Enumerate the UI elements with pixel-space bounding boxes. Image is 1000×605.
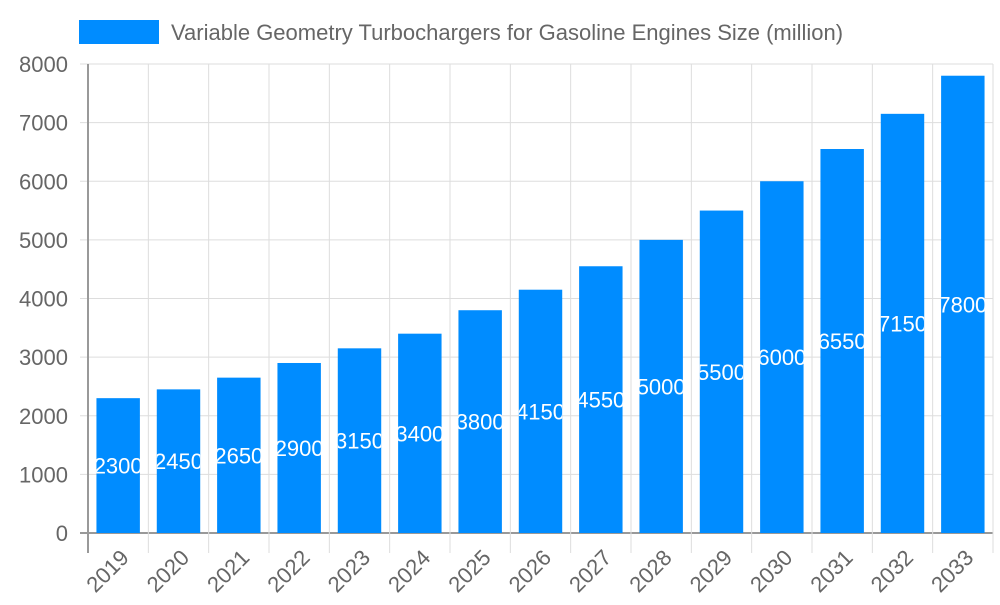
x-tick-label: 2028	[624, 545, 676, 597]
bar	[156, 389, 201, 533]
x-tick-label: 2032	[866, 545, 918, 597]
data-label: 4150	[516, 399, 565, 424]
y-tick-label: 6000	[19, 169, 68, 194]
y-tick-label: 1000	[19, 462, 68, 487]
data-label: 2900	[275, 436, 324, 461]
y-tick-label: 4000	[19, 287, 68, 312]
y-tick-label: 3000	[19, 345, 68, 370]
x-tick-label: 2019	[81, 545, 133, 597]
x-tick-label: 2022	[262, 545, 314, 597]
data-label: 3400	[395, 421, 444, 446]
bar	[398, 333, 442, 533]
x-tick-label: 2026	[504, 545, 556, 597]
legend[interactable]: Variable Geometry Turbochargers for Gaso…	[79, 20, 843, 45]
x-tick-label: 2031	[805, 545, 857, 597]
bar	[579, 266, 623, 533]
x-tick-label: 2033	[926, 545, 978, 597]
data-label: 7800	[938, 292, 987, 317]
y-tick-label: 2000	[19, 404, 68, 429]
bar	[820, 149, 864, 533]
data-label: 3150	[335, 429, 384, 454]
data-label: 4550	[576, 388, 625, 413]
x-tick-label: 2021	[202, 545, 254, 597]
x-tick-label: 2023	[323, 545, 375, 597]
data-label: 6550	[818, 329, 867, 354]
y-tick-label: 8000	[19, 52, 68, 77]
bars: 2300 2450 2650 2900 3150 3400 3800 4150 4550 5000…	[94, 75, 987, 534]
bar	[760, 181, 804, 533]
data-label: 2650	[214, 443, 263, 468]
data-label: 2450	[154, 449, 203, 474]
x-tick-label: 2027	[564, 545, 616, 597]
x-tick-label: 2025	[443, 545, 495, 597]
bar	[518, 289, 563, 533]
x-tick-label: 2020	[142, 545, 194, 597]
bar	[96, 398, 140, 533]
bar	[880, 113, 925, 534]
legend-label: Variable Geometry Turbochargers for Gaso…	[171, 20, 843, 45]
data-label: 5000	[637, 374, 686, 399]
grid	[80, 63, 994, 553]
y-tick-label: 0	[56, 521, 68, 546]
y-tick-label: 5000	[19, 228, 68, 253]
bar	[277, 362, 321, 533]
x-tick-label: 2024	[383, 545, 435, 597]
x-tick-label: 2030	[745, 545, 797, 597]
bar	[217, 377, 261, 533]
data-label: 7150	[878, 311, 927, 336]
legend-swatch	[79, 20, 159, 44]
bar	[639, 239, 683, 533]
bar	[337, 348, 382, 533]
bar	[458, 310, 502, 533]
data-label: 6000	[757, 345, 806, 370]
data-label: 3800	[456, 410, 505, 435]
x-tick-label: 2029	[685, 545, 737, 597]
data-label: 2300	[94, 454, 143, 479]
y-tick-label: 7000	[19, 111, 68, 136]
bar	[699, 210, 744, 533]
data-label: 5500	[697, 360, 746, 385]
bar	[941, 75, 985, 533]
